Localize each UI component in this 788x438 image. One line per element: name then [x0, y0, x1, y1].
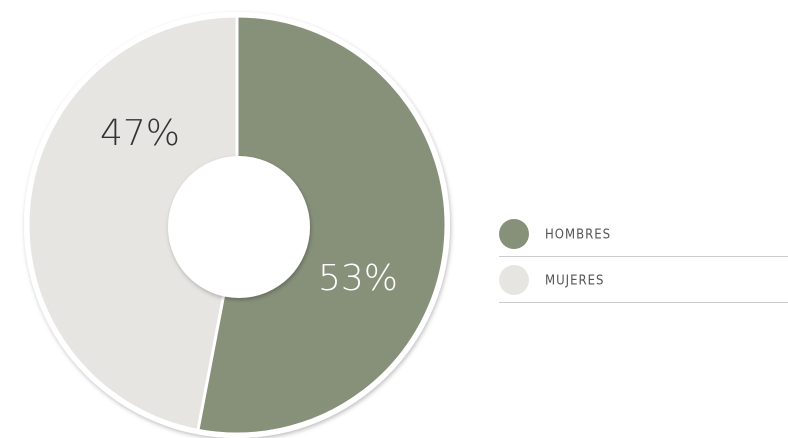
donut-hole [168, 156, 310, 298]
value-label: 53% [318, 258, 398, 299]
value-label: 47% [100, 113, 180, 154]
legend-label: MUJERES [545, 274, 604, 289]
slice [196, 14, 448, 436]
legend-swatch [499, 265, 529, 295]
legend: HOMBRES MUJERES [499, 219, 788, 303]
legend-label: HOMBRES [545, 228, 611, 243]
legend-swatch [499, 219, 529, 249]
slices [26, 14, 448, 436]
slice [26, 14, 239, 433]
labels: 53% 47% [100, 113, 398, 299]
